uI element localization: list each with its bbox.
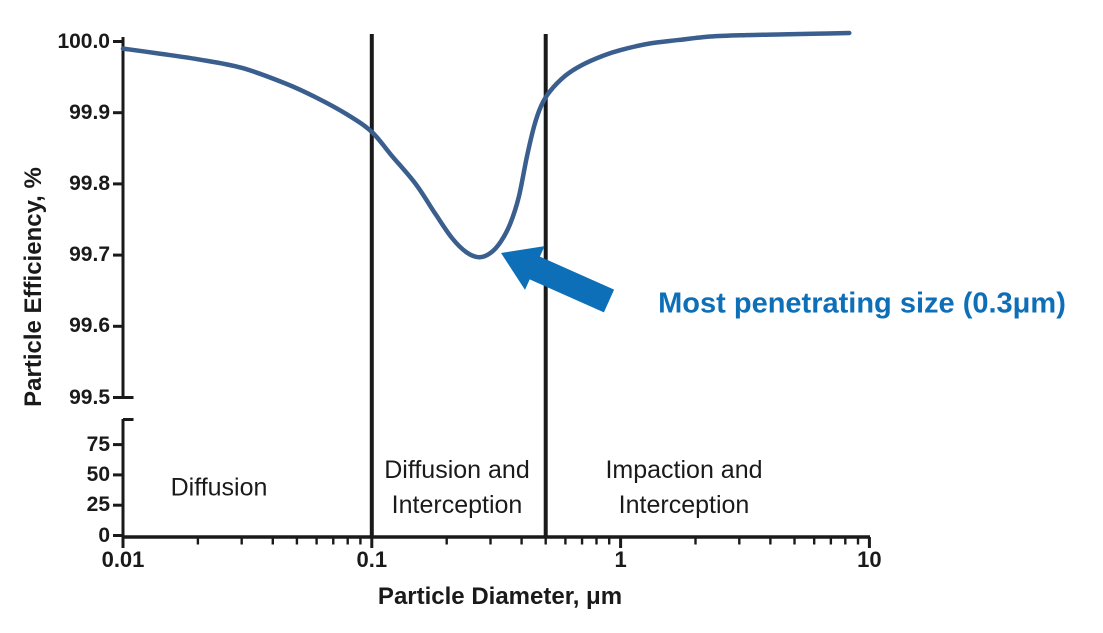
- region-label-impaction-and-interception: Impaction and Interception: [605, 453, 762, 523]
- region-label-diffusion: Diffusion: [171, 471, 268, 506]
- y-tick-label: 99.9: [69, 100, 110, 124]
- mpps-annotation-text: Most penetrating size (0.3μm): [658, 287, 1066, 320]
- y-tick-label: 75: [86, 432, 110, 456]
- y-axis-title: Particle Efficiency, %: [20, 167, 47, 407]
- x-axis-title: Particle Diameter, μm: [377, 583, 623, 610]
- x-tick-label: 10: [857, 547, 882, 572]
- y-tick-label: 100.0: [57, 29, 110, 53]
- y-tick-label: 50: [86, 462, 110, 486]
- y-tick-label: 25: [86, 493, 110, 517]
- region-label-line: Diffusion: [170, 473, 268, 502]
- x-tick-label: 1: [614, 547, 627, 572]
- y-tick-label: 99.8: [69, 171, 110, 195]
- y-tick-label: 99.5: [69, 385, 110, 409]
- y-tick-label: 0: [98, 523, 110, 547]
- y-tick-label: 99.6: [69, 314, 110, 338]
- region-label-line: Impaction and: [605, 456, 763, 484]
- axes: [113, 37, 871, 548]
- region-label-line: Diffusion and: [384, 456, 530, 484]
- region-label-line: Interception: [391, 491, 523, 519]
- region-label-diffusion-and-interception: Diffusion and Interception: [384, 453, 529, 523]
- mpps-arrow-icon: [501, 246, 615, 313]
- x-tick-label: 0.1: [356, 547, 388, 572]
- x-tick-label: 0.01: [101, 547, 145, 572]
- region-label-line: Interception: [618, 491, 750, 519]
- y-tick-label: 99.7: [69, 243, 110, 267]
- efficiency-curve: [120, 30, 852, 260]
